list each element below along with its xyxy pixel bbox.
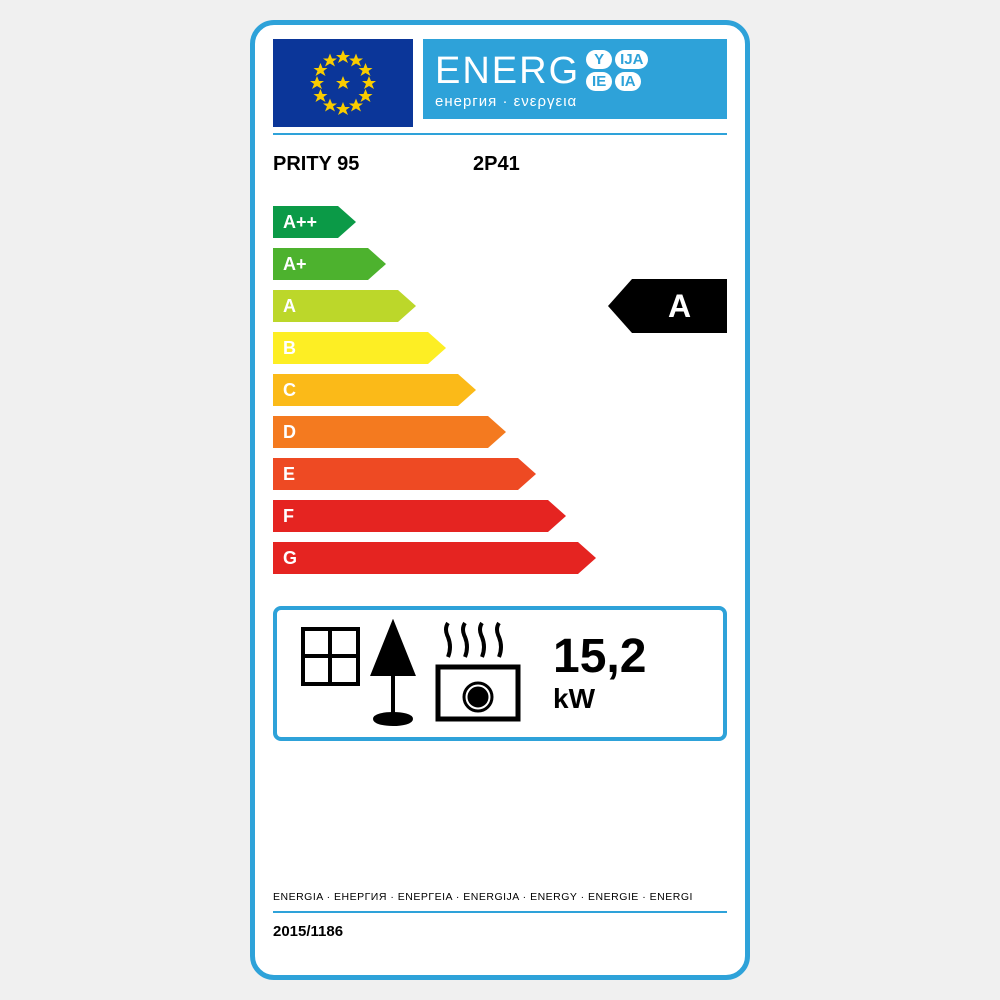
arrow-label: G — [273, 542, 578, 574]
arrow-label: A++ — [273, 206, 338, 238]
arrow-label: D — [273, 416, 488, 448]
power-box: 15,2 kW — [273, 606, 727, 741]
energ-banner: ENERG Y IJA IE IA енергия · ενεργεια — [423, 39, 727, 119]
arrow-label: B — [273, 332, 428, 364]
energ-subtitle: енергия · ενεργεια — [435, 93, 717, 110]
product-row: PRITY 95 2P41 — [255, 135, 745, 186]
efficiency-arrow: G — [273, 542, 596, 574]
efficiency-arrow: D — [273, 416, 506, 448]
efficiency-arrow: E — [273, 458, 536, 490]
power-value: 15,2 — [553, 633, 695, 681]
header: ENERG Y IJA IE IA енергия · ενεργεια — [255, 25, 745, 125]
energ-title: ENERG — [435, 52, 580, 90]
efficiency-arrow: C — [273, 374, 476, 406]
efficiency-arrow: A+ — [273, 248, 386, 280]
efficiency-chart: A++A+ABCDEFGA — [273, 206, 727, 586]
arrow-label: A — [273, 290, 398, 322]
regulation-number: 2015/1186 — [273, 923, 727, 940]
arrow-label: C — [273, 374, 458, 406]
rating-indicator: A — [608, 279, 727, 333]
pill: IJA — [615, 50, 648, 69]
power-unit: kW — [553, 683, 695, 715]
model-name: 2P41 — [473, 153, 520, 176]
brand-name: PRITY 95 — [273, 153, 473, 176]
pill: IE — [586, 72, 612, 91]
eu-flag-icon — [273, 39, 413, 127]
arrow-label: A+ — [273, 248, 368, 280]
efficiency-arrow: F — [273, 500, 566, 532]
heater-icon — [293, 619, 553, 729]
efficiency-arrow: B — [273, 332, 446, 364]
arrow-label: F — [273, 500, 548, 532]
arrow-label: E — [273, 458, 518, 490]
pill: IA — [615, 72, 641, 91]
efficiency-arrow: A++ — [273, 206, 356, 238]
rating-letter: A — [632, 279, 727, 333]
footer-languages: ENERGIA · ЕНЕРГИЯ · ΕΝΕΡΓΕΙΑ · ENERGIJA … — [273, 891, 727, 903]
energ-pills: Y IJA IE IA — [586, 50, 648, 91]
pill: Y — [586, 50, 612, 69]
divider — [273, 911, 727, 913]
energy-label: ENERG Y IJA IE IA енергия · ενεργεια PRI… — [250, 20, 750, 980]
power-text: 15,2 kW — [553, 633, 707, 715]
efficiency-arrow: A — [273, 290, 416, 322]
